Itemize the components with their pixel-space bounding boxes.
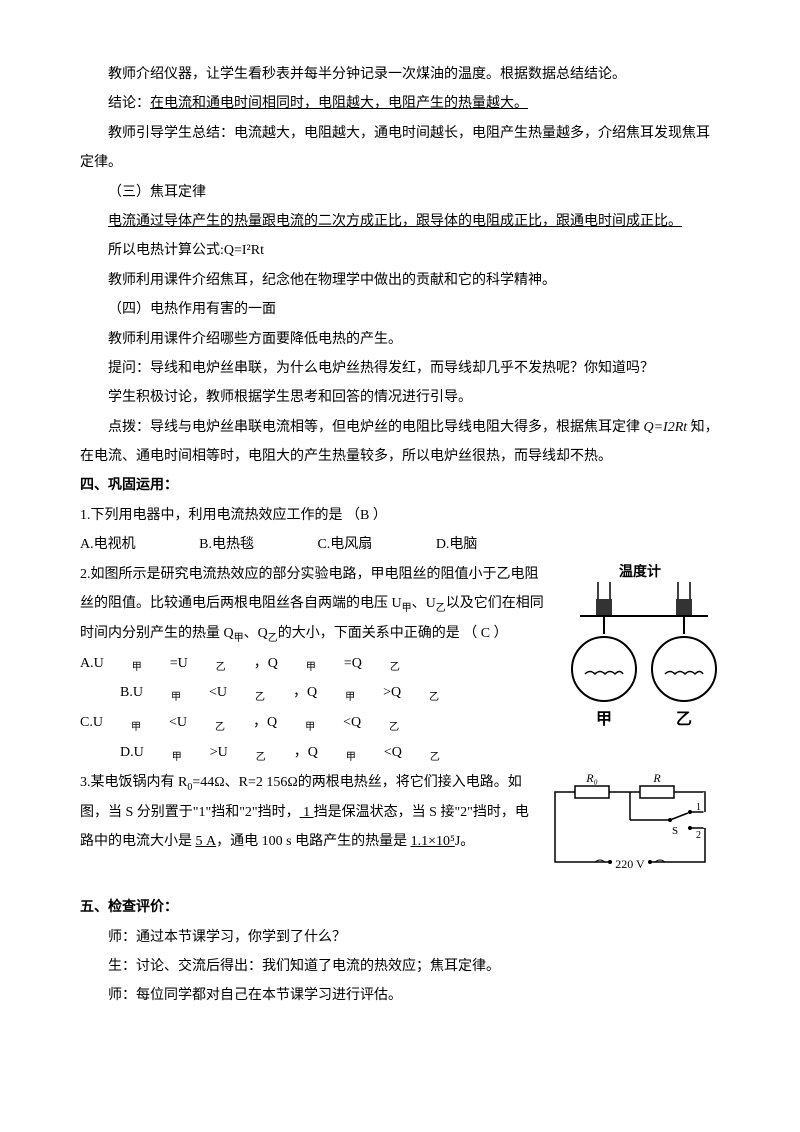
q3-text-4: ，通电 100 s 电路产生的热量是 [216,834,410,849]
harmful-heat-para: 教师利用课件介绍哪些方面要降低电热的产生。 [80,325,720,354]
q1-option-c: C.电风扇 [317,530,372,559]
q2-sub-jia-2: 甲 [234,633,244,644]
teacher-eval: 师：每位同学都对自己在本节课学习进行评估。 [80,981,720,1010]
q1-option-d: D.电脑 [436,530,478,559]
svg-text:乙: 乙 [676,711,692,728]
hint-formula: Q=I2Rt [644,420,688,435]
formula-para: 所以电热计算公式:Q=I²Rt [80,236,720,265]
svg-text:甲: 甲 [596,710,612,728]
q2-text-2: 、U [412,596,436,611]
teacher-guide-para: 教师引导学生总结：电流越大，电阻越大，通电时间越长，电阻产生热量越多，介绍焦耳发… [80,119,720,178]
q3-blank-2: 5 A [196,834,217,849]
student-a: 生：讨论、交流后得出：我们知道了电流的热效应；焦耳定律。 [80,952,720,981]
q1-option-b: B.电热毯 [199,530,254,559]
q2-option-b: B.U甲<U乙，Q甲>Q乙 [120,678,467,708]
q2-sub-yi-1: 乙 [436,603,446,614]
joule-law-statement: 电流通过导体产生的热量跟电流的二次方成正比，跟导体的电阻成正比，跟通电时间成正比… [80,207,720,236]
section-5-header: 五、检查评价： [80,893,720,922]
hint-text-1: 点拨：导线与电炉丝串联电流相等，但电炉丝的电阻比导线电阻大得多，根据焦耳定律 [108,420,644,435]
q3-blank-3: 1.1×10⁵ [411,834,455,849]
intro-para-1: 教师介绍仪器，让学生看秒表并每半分钟记录一次煤油的温度。根据数据总结结论。 [80,60,720,89]
svg-text:R: R [652,772,661,785]
q2-sub-jia-1: 甲 [402,603,412,614]
conclusion-label: 结论： [108,96,150,111]
question-para: 提问：导线和电炉丝串联，为什么电炉丝热得发红，而导线却几乎不发热呢？你知道吗？ [80,354,720,383]
hint-para: 点拨：导线与电炉丝串联电流相等，但电炉丝的电阻比导线电阻大得多，根据焦耳定律 Q… [80,413,720,472]
svg-text:220 V: 220 V [615,857,645,871]
figure-circuit: R₀ R 1 2 S 220 V [540,772,720,893]
svg-text:1: 1 [696,802,701,813]
conclusion-text: 在电流和通电时间相同时，电阻越大，电阻产生的热量越大。 [150,96,528,111]
q3-text-5: J。 [455,834,474,849]
joule-intro-para: 教师利用课件介绍焦耳，纪念他在物理学中做出的贡献和它的科学精神。 [80,266,720,295]
q2-option-d: D.U甲>U乙，Q甲<Q乙 [120,738,468,768]
q2-option-c: C.U甲<U乙，Q甲<Q乙 [80,708,427,738]
question-1: 1.下列用电器中，利用电流热效应工作的是 （B ） [80,501,720,530]
fig1-title: 温度计 [619,564,661,580]
section-4-header: 四、巩固运用： [80,471,720,500]
question-1-options: A.电视机 B.电热毯 C.电风扇 D.电脑 [80,530,720,559]
section-4-title: （四）电热作用有害的一面 [80,295,720,324]
q2-text-4: 、Q [244,626,268,641]
q2-text-5: 的大小，下面关系中正确的是 （ C ） [278,626,508,641]
svg-text:R₀: R₀ [585,772,598,785]
figure-thermometer: 温度计 甲 [560,564,720,745]
q1-option-a: A.电视机 [80,530,136,559]
q3-blank-1: 1 [300,805,314,820]
svg-text:S: S [672,825,678,837]
section-3-title: （三）焦耳定律 [80,178,720,207]
teacher-q: 师：通过本节课学习，你学到了什么？ [80,923,720,952]
q3-text-1: 3.某电饭锅内有 R [80,775,187,790]
discussion-para: 学生积极讨论，教师根据学生思考和回答的情况进行引导。 [80,383,720,412]
conclusion-para: 结论：在电流和通电时间相同时，电阻越大，电阻产生的热量越大。 [80,89,720,118]
q2-sub-yi-2: 乙 [268,633,278,644]
q2-option-a: A.U甲=U乙，Q甲=Q乙 [80,649,428,679]
svg-text:2: 2 [696,830,701,841]
